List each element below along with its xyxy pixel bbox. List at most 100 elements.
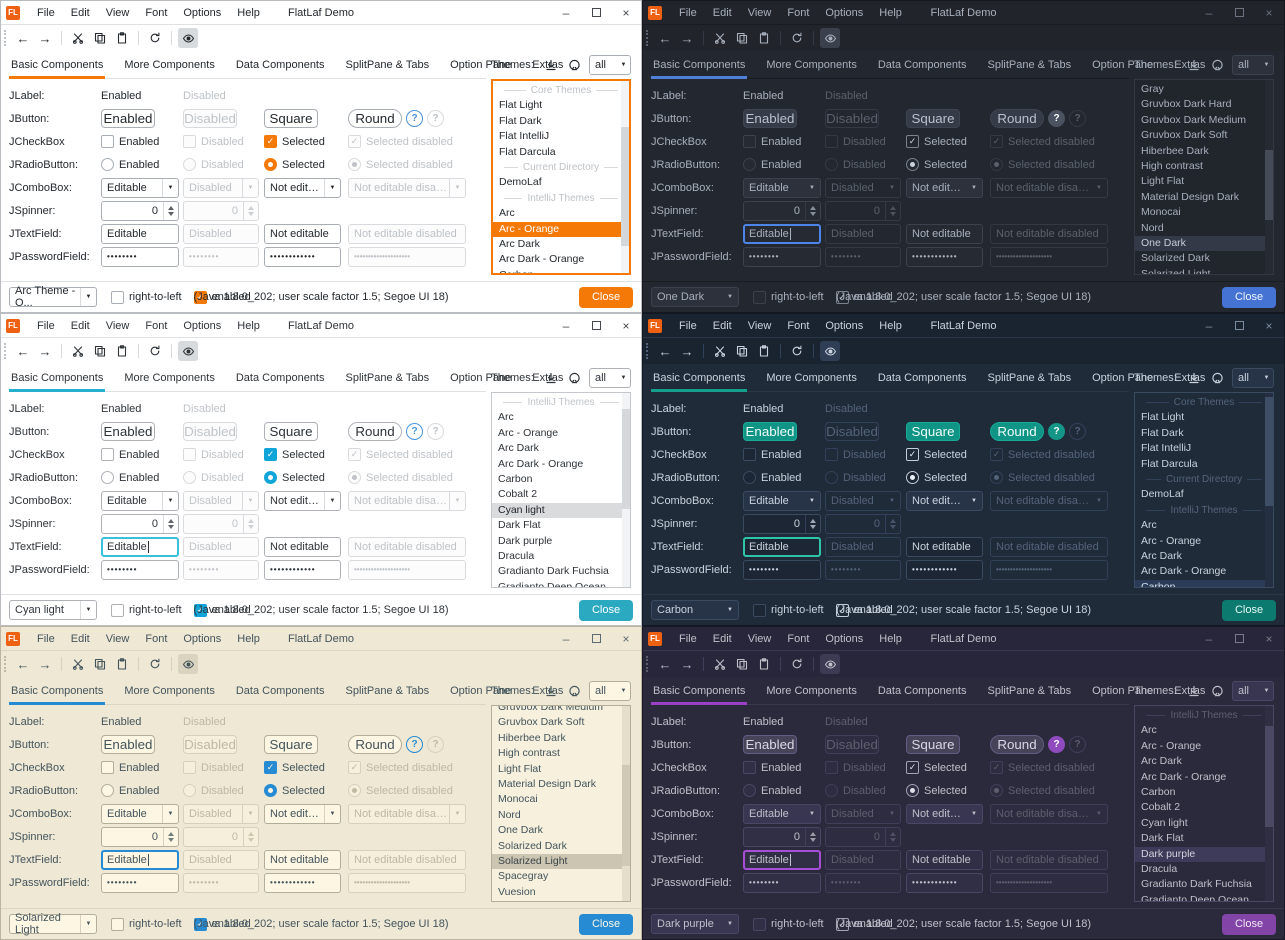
- paste-icon[interactable]: [754, 341, 774, 361]
- spinner-down-icon[interactable]: [810, 837, 816, 842]
- tab-extras[interactable]: Extras: [1174, 59, 1206, 71]
- close-window-button[interactable]: ×: [1265, 318, 1273, 333]
- minimize-button[interactable]: –: [562, 631, 570, 646]
- inspect-eye-icon[interactable]: [820, 28, 840, 48]
- help-button-accent[interactable]: ?: [406, 110, 423, 127]
- themes-filter-combobox[interactable]: all ▼: [1232, 368, 1274, 388]
- chevron-down-icon[interactable]: ▼: [162, 491, 178, 510]
- checkbox-selected[interactable]: [906, 761, 919, 774]
- textfield-editable[interactable]: Editable: [101, 536, 179, 557]
- password-field[interactable]: ••••••••: [101, 872, 179, 893]
- menu-help[interactable]: Help: [237, 6, 260, 19]
- spinner-arrows[interactable]: [805, 514, 820, 533]
- tab-basic-components[interactable]: Basic Components: [651, 59, 748, 79]
- theme-list-item[interactable]: Solarized Dark: [492, 839, 630, 854]
- scrollbar[interactable]: [1265, 80, 1273, 274]
- radio-enabled[interactable]: [101, 158, 114, 171]
- combobox-editable[interactable]: Editable ▼: [101, 490, 179, 511]
- tab-extras[interactable]: Extras: [1174, 685, 1206, 697]
- copy-icon[interactable]: [90, 341, 110, 361]
- theme-list-item[interactable]: High contrast: [1135, 159, 1273, 174]
- theme-list-item[interactable]: Nord: [492, 808, 630, 823]
- theme-list-item[interactable]: Gruvbox Dark Hard: [1135, 97, 1273, 112]
- theme-list-item[interactable]: Arc Dark: [1135, 754, 1273, 769]
- theme-list-item[interactable]: Vuesion: [492, 885, 630, 900]
- theme-list-item[interactable]: Carbon: [1135, 579, 1273, 587]
- help-button-accent[interactable]: ?: [406, 736, 423, 753]
- combobox-not-editable[interactable]: Not editable ▼: [264, 490, 341, 511]
- maximize-button[interactable]: [1224, 314, 1254, 338]
- theme-list-item[interactable]: Gruvbox Dark Soft: [1135, 128, 1273, 143]
- theme-list-item[interactable]: Arc: [1135, 723, 1273, 738]
- right-to-left-checkbox[interactable]: [111, 917, 124, 931]
- password-field[interactable]: ••••••••: [743, 246, 821, 267]
- spinner-down-icon[interactable]: [810, 524, 816, 529]
- theme-list-item[interactable]: Cobalt 2: [492, 487, 630, 502]
- tab-more-components[interactable]: More Components: [766, 372, 857, 384]
- radio-selected[interactable]: [264, 784, 277, 797]
- close-button[interactable]: Close: [579, 599, 633, 621]
- theme-combobox[interactable]: Dark purple ▼: [651, 914, 739, 934]
- checkbox-selected[interactable]: [264, 448, 277, 461]
- theme-list-item[interactable]: Arc - Orange: [493, 221, 629, 237]
- radio-enabled[interactable]: [101, 784, 114, 797]
- theme-list-item[interactable]: Cyan light: [1135, 816, 1273, 831]
- theme-combobox[interactable]: Arc Theme - O... ▼: [9, 285, 97, 309]
- theme-list-item[interactable]: Dracula: [1135, 862, 1273, 877]
- chevron-down-icon[interactable]: ▼: [971, 810, 977, 817]
- theme-combobox[interactable]: One Dark ▼: [651, 287, 739, 307]
- close-button[interactable]: Close: [579, 913, 633, 935]
- menu-font[interactable]: Font: [145, 6, 168, 19]
- github-icon[interactable]: [1209, 370, 1225, 386]
- enabled-button[interactable]: Enabled: [743, 422, 797, 441]
- menu-file[interactable]: File: [37, 6, 55, 19]
- forward-icon[interactable]: →: [680, 656, 694, 672]
- round-button[interactable]: Round: [990, 109, 1044, 128]
- minimize-button[interactable]: –: [1205, 5, 1213, 20]
- theme-list-item[interactable]: Nord: [1135, 221, 1273, 236]
- theme-list-item[interactable]: High contrast: [492, 746, 630, 761]
- combobox-not-editable[interactable]: Not editable ▼: [264, 177, 341, 198]
- tab-more-components[interactable]: More Components: [124, 685, 215, 697]
- menu-edit[interactable]: Edit: [70, 632, 90, 645]
- menu-file[interactable]: File: [679, 632, 697, 645]
- spinner-down-icon[interactable]: [168, 211, 174, 216]
- theme-list-item[interactable]: Arc: [1135, 518, 1273, 533]
- right-to-left-checkbox[interactable]: [753, 917, 766, 931]
- combobox-not-editable[interactable]: Not editable ▼: [906, 490, 983, 511]
- maximize-button[interactable]: [581, 627, 611, 651]
- menu-help[interactable]: Help: [879, 632, 902, 645]
- spinner-value[interactable]: 0: [793, 204, 800, 217]
- maximize-button[interactable]: [1224, 1, 1254, 25]
- download-icon[interactable]: [543, 683, 559, 699]
- menu-options[interactable]: Options: [825, 632, 864, 645]
- inspect-eye-icon[interactable]: [820, 341, 840, 361]
- checkbox-selected[interactable]: [264, 135, 277, 148]
- tab-data-components[interactable]: Data Components: [235, 685, 325, 697]
- right-to-left-checkbox[interactable]: [111, 290, 124, 304]
- spinner-arrows[interactable]: [805, 827, 820, 846]
- download-icon[interactable]: [543, 370, 559, 386]
- theme-list-item[interactable]: Flat Dark: [493, 114, 629, 129]
- chevron-down-icon[interactable]: ▼: [324, 491, 340, 510]
- tab-option-pane[interactable]: Option Pane: [1092, 59, 1154, 71]
- tab-splitpane-tabs[interactable]: SplitPane & Tabs: [987, 372, 1072, 384]
- spinner-up-icon[interactable]: [810, 518, 816, 523]
- theme-list-item[interactable]: Flat Dark: [1135, 426, 1273, 441]
- theme-list[interactable]: IntelliJ Themes Arc Arc - Orange Arc Dark Ar…: [1134, 705, 1274, 902]
- tab-option-pane[interactable]: Option Pane: [450, 685, 512, 697]
- spinner-value[interactable]: 0: [793, 517, 800, 530]
- theme-list-item[interactable]: Material Design Dark: [1135, 190, 1273, 205]
- theme-list-item[interactable]: Monocai: [1135, 205, 1273, 220]
- square-button[interactable]: Square: [264, 109, 318, 128]
- minimize-button[interactable]: –: [562, 5, 570, 20]
- help-button-plain[interactable]: ?: [427, 110, 444, 127]
- theme-list-item[interactable]: Arc Dark - Orange: [1135, 770, 1273, 785]
- help-button-plain[interactable]: ?: [1069, 110, 1086, 127]
- spinner-enabled[interactable]: 0: [101, 200, 179, 221]
- password-field[interactable]: ••••••••: [743, 559, 821, 580]
- forward-icon[interactable]: →: [680, 343, 694, 359]
- spinner-down-icon[interactable]: [168, 524, 174, 529]
- round-button[interactable]: Round: [348, 422, 402, 441]
- spinner-up-icon[interactable]: [810, 831, 816, 836]
